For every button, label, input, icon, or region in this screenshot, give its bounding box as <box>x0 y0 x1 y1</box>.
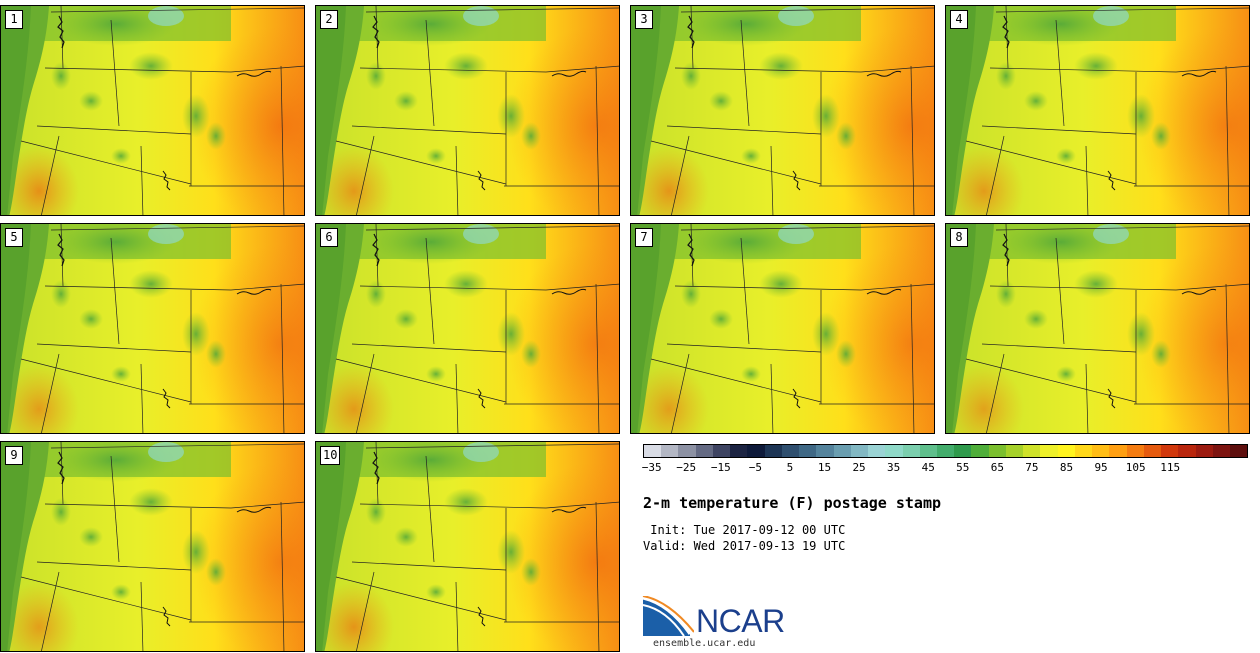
stamp-number-label: 1 <box>5 10 23 29</box>
colorbar-tick-label: 55 <box>956 461 970 474</box>
colorbar-tick-label: 45 <box>921 461 935 474</box>
postage-stamp-map: 3 <box>630 5 935 216</box>
colorbar-swatch <box>816 445 834 457</box>
init-time: Init: Tue 2017-09-12 00 UTC <box>643 523 846 537</box>
stamp-number-label: 9 <box>5 446 23 465</box>
postage-stamp-map: 2 <box>315 5 620 216</box>
colorbar-tick-labels: −35 −25 −15 −5 5 15 25 35 45 55 65 75 85 95 105 115 <box>641 461 1248 475</box>
colorbar-swatch <box>781 445 800 457</box>
colorbar-tick-label: 5 <box>786 461 794 474</box>
postage-stamp-map: 1 <box>0 5 305 216</box>
chart-title: 2-m temperature (F) postage stamp <box>643 494 942 512</box>
colorbar-swatch <box>678 445 696 457</box>
stamp-number-label: 8 <box>950 228 968 247</box>
colorbar-swatch <box>902 445 920 457</box>
colorbar-swatch <box>1023 445 1041 457</box>
colorbar-tick-label: −35 <box>641 461 662 474</box>
colorbar-tick-label: 105 <box>1125 461 1146 474</box>
ncar-logo-text: NCAR <box>696 603 785 639</box>
stamp-number-label: 6 <box>320 228 338 247</box>
postage-stamp-map: 7 <box>630 223 935 434</box>
stamp-number-label: 7 <box>635 228 653 247</box>
colorbar-swatch <box>695 445 713 457</box>
colorbar-swatch <box>954 445 972 457</box>
colorbar-swatch <box>885 445 903 457</box>
colorbar-tick-label: 85 <box>1059 461 1074 474</box>
colorbar-swatch <box>1092 445 1110 457</box>
colorbar-swatch <box>833 445 851 457</box>
colorbar-swatch <box>1161 445 1179 457</box>
stamp-number-label: 3 <box>635 10 653 29</box>
colorbar-swatch <box>1126 445 1144 457</box>
colorbar-tick-label: −25 <box>676 461 697 474</box>
valid-time: Valid: Wed 2017-09-13 19 UTC <box>643 539 846 553</box>
colorbar-swatch <box>919 445 937 457</box>
postage-stamp-map: 9 <box>0 441 305 652</box>
colorbar-swatch <box>712 445 731 457</box>
stamp-number-label: 5 <box>5 228 23 247</box>
colorbar-swatch <box>1143 445 1162 457</box>
postage-stamp-map: 4 <box>945 5 1250 216</box>
temperature-colorbar: −35 −25 −15 −5 5 15 25 35 45 55 65 75 85 95 105 115 <box>641 444 1248 475</box>
colorbar-swatch <box>1178 445 1196 457</box>
colorbar-swatch <box>936 445 955 457</box>
colorbar-swatch <box>747 445 765 457</box>
colorbar-swatch <box>764 445 782 457</box>
colorbar-tick-label: 15 <box>817 461 832 474</box>
colorbar-swatches <box>643 444 1248 458</box>
colorbar-swatch <box>1040 445 1058 457</box>
colorbar-swatch <box>799 445 817 457</box>
website-url: ensemble.ucar.edu <box>653 638 756 649</box>
colorbar-swatch <box>868 445 886 457</box>
colorbar-swatch <box>730 445 748 457</box>
stamp-number-label: 2 <box>320 10 338 29</box>
colorbar-swatch <box>1229 445 1248 457</box>
colorbar-swatch <box>850 445 869 457</box>
postage-stamp-map: 6 <box>315 223 620 434</box>
colorbar-tick-label: −15 <box>710 461 731 474</box>
colorbar-swatch <box>1195 445 1213 457</box>
stamp-number-label: 10 <box>320 446 341 465</box>
colorbar-tick-label: 115 <box>1160 461 1181 474</box>
colorbar-tick-label: 65 <box>990 461 1004 474</box>
colorbar-tick-label: 95 <box>1094 461 1108 474</box>
colorbar-swatch <box>1057 445 1075 457</box>
ncar-logo-swoosh-icon <box>642 596 694 637</box>
colorbar-swatch <box>971 445 989 457</box>
colorbar-swatch <box>644 445 662 457</box>
colorbar-tick-label: −5 <box>748 461 762 474</box>
colorbar-swatch <box>988 445 1006 457</box>
postage-stamp-map: 8 <box>945 223 1250 434</box>
postage-stamp-map: 10 <box>315 441 620 652</box>
colorbar-swatch <box>1212 445 1230 457</box>
colorbar-swatch <box>1074 445 1093 457</box>
colorbar-swatch <box>1109 445 1127 457</box>
colorbar-swatch <box>661 445 679 457</box>
stamp-number-label: 4 <box>950 10 968 29</box>
colorbar-tick-label: 35 <box>887 461 901 474</box>
colorbar-swatch <box>1005 445 1024 457</box>
colorbar-tick-label: 75 <box>1025 461 1039 474</box>
colorbar-tick-label: 25 <box>852 461 866 474</box>
postage-stamp-map: 5 <box>0 223 305 434</box>
